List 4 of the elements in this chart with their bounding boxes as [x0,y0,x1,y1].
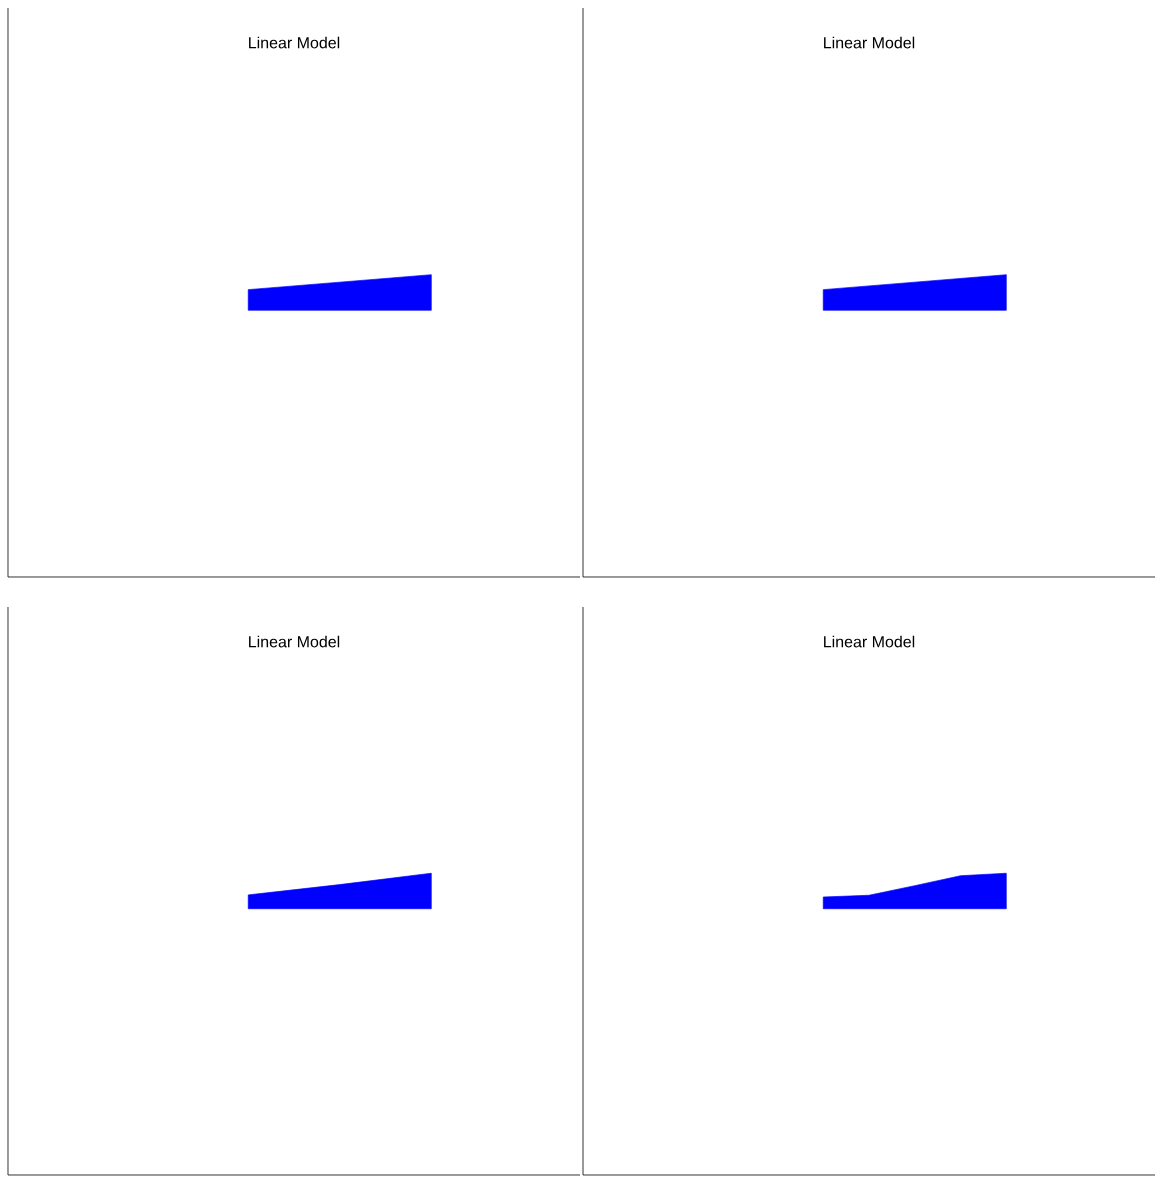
chart-title: Linear Model [824,635,915,648]
chart-title: Linear Model [249,36,340,49]
chart-title: Linear Model [249,635,340,648]
chart-title: Linear Model [824,36,915,49]
